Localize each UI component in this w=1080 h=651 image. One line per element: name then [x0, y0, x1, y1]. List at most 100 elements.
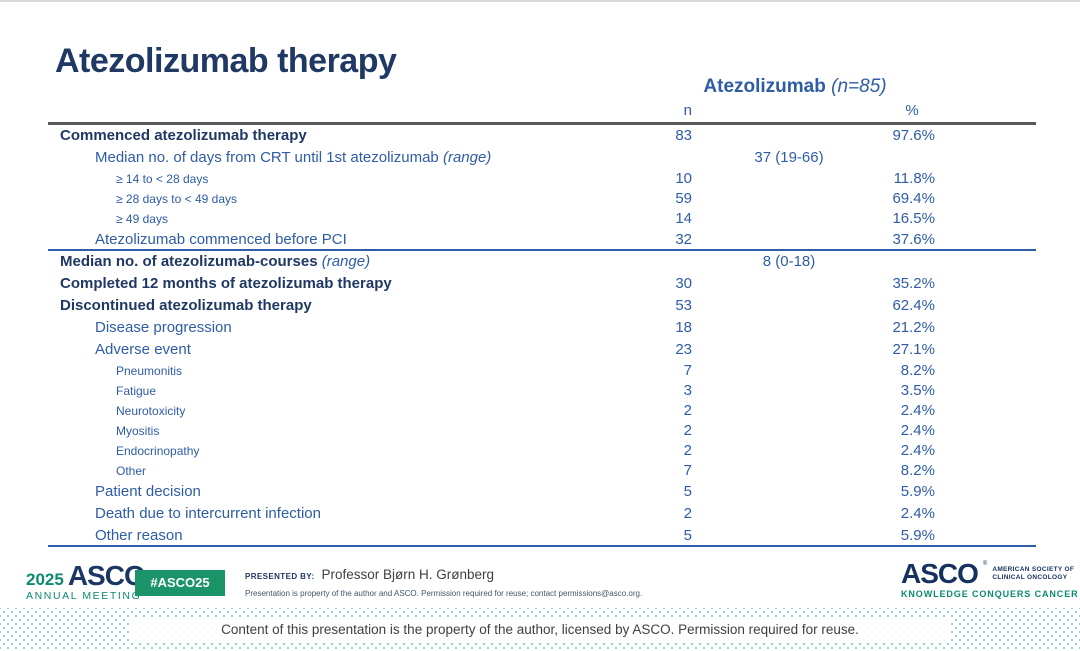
registered-mark-right: ® [982, 561, 988, 567]
asco-side-line1: AMERICAN SOCIETY OF [992, 566, 1075, 573]
table-row: Median no. of days from CRT until 1st at… [48, 147, 1036, 169]
row-percent-value: 2.4% [900, 442, 935, 459]
row-label: ≥ 28 days to < 49 days [116, 192, 237, 206]
row-label: Median no. of atezolizumab-courses [60, 253, 318, 270]
row-label-note: (range) [317, 253, 371, 270]
asco-wordmark: ASCO [67, 560, 146, 591]
table-row: Neurotoxicity 2 2.4% [48, 401, 1036, 421]
table-row: Fatigue 3 3.5% [48, 381, 1036, 401]
row-n-value: 83 [675, 127, 692, 144]
row-label: Endocrinopathy [116, 444, 200, 458]
row-percent-value: 2.4% [900, 402, 935, 419]
row-n-value: 14 [675, 210, 692, 227]
presenter-name: Professor Bjørn H. Grønberg [321, 567, 495, 582]
table-group-header: Atezolizumab (n=85) [598, 76, 992, 98]
row-n-value: 59 [675, 190, 692, 207]
column-header-n: n [683, 102, 692, 119]
table-row: Commenced atezolizumab therapy 83 97.6% [48, 125, 1036, 147]
row-label: Other [116, 464, 147, 478]
page-title: Atezolizumab therapy [55, 42, 397, 80]
row-percent-value: 16.5% [892, 210, 935, 227]
table-row: Patient decision 5 5.9% [48, 481, 1036, 503]
row-label: Adverse event [95, 341, 191, 358]
row-median-value: 37 (19-66) [754, 149, 824, 166]
row-label: Disease progression [95, 319, 232, 336]
table-row: Endocrinopathy 2 2.4% [48, 441, 1036, 461]
row-percent-value: 69.4% [892, 190, 935, 207]
row-label: Median no. of days from CRT until 1st at… [95, 149, 439, 166]
dotted-band: Content of this presentation is the prop… [0, 608, 1080, 651]
row-percent-value: 2.4% [900, 505, 935, 522]
hashtag-badge: #ASCO25 [135, 570, 225, 596]
header-rule [48, 122, 1036, 125]
row-n-value: 2 [683, 505, 692, 522]
reuse-notice: Content of this presentation is the prop… [130, 617, 950, 642]
row-percent-value: 11.8% [893, 170, 935, 187]
table-row: Death due to intercurrent infection 2 2.… [48, 503, 1036, 525]
row-n-value: 53 [675, 297, 692, 314]
row-label: ≥ 49 days [116, 212, 168, 226]
row-percent-value: 5.9% [900, 527, 935, 544]
row-label: Completed 12 months of atezolizumab ther… [60, 275, 392, 292]
table-row: Discontinued atezolizumab therapy 53 62.… [48, 295, 1036, 317]
row-label: Other reason [95, 527, 183, 544]
row-percent-value: 8.2% [900, 362, 935, 379]
row-label: ≥ 14 to < 28 days [116, 172, 209, 186]
table-row: ≥ 14 to < 28 days 10 11.8% [48, 169, 1036, 189]
asco-side-line2: CLINICAL ONCOLOGY [992, 574, 1068, 581]
row-percent-value: 97.6% [892, 127, 935, 144]
meeting-year: 2025 [26, 570, 64, 589]
row-label-note: (range) [438, 149, 492, 166]
row-n-value: 32 [675, 231, 692, 248]
row-n-value: 2 [683, 422, 692, 439]
row-n-value: 30 [675, 275, 692, 292]
table-row: Other reason 5 5.9% [48, 525, 1036, 547]
table-row: ≥ 49 days 14 16.5% [48, 209, 1036, 229]
row-n-value: 7 [683, 362, 692, 379]
row-percent-value: 35.2% [892, 275, 935, 292]
row-n-value: 3 [683, 382, 692, 399]
row-label: Myositis [116, 424, 160, 438]
row-percent-value: 2.4% [900, 422, 935, 439]
table-row: Disease progression 18 21.2% [48, 317, 1036, 339]
row-n-value: 5 [683, 483, 692, 500]
table-row: ≥ 28 days to < 49 days 59 69.4% [48, 189, 1036, 209]
table-rows: Commenced atezolizumab therapy 83 97.6% … [48, 125, 1036, 547]
table-row: Myositis 2 2.4% [48, 421, 1036, 441]
asco-wordmark-right: ASCO [901, 558, 979, 589]
table-row: Median no. of atezolizumab-courses (rang… [48, 251, 1036, 273]
row-median-value: 8 (0-18) [762, 253, 816, 270]
table-row: Other 7 8.2% [48, 461, 1036, 481]
row-n-value: 18 [675, 319, 692, 336]
asco-annual-meeting-logo: 2025 ASCO ® ANNUAL MEETING [26, 560, 150, 603]
row-percent-value: 3.5% [900, 382, 935, 399]
footer-disclaimer: Presentation is property of the author a… [245, 589, 643, 598]
table-row: Pneumonitis 7 8.2% [48, 361, 1036, 381]
row-n-value: 10 [675, 170, 692, 187]
row-percent-value: 21.2% [892, 319, 935, 336]
presented-by-label: PRESENTED BY: [245, 572, 315, 581]
row-label: Commenced atezolizumab therapy [60, 127, 307, 144]
row-percent-value: 62.4% [892, 297, 935, 314]
window-top-border [0, 0, 1080, 2]
group-header-name: Atezolizumab [703, 76, 826, 97]
table-row: Adverse event 23 27.1% [48, 339, 1036, 361]
row-label: Fatigue [116, 384, 157, 398]
group-header-n-count: (n=85) [831, 76, 887, 97]
row-n-value: 7 [683, 462, 692, 479]
table-row: Atezolizumab commenced before PCI 32 37.… [48, 229, 1036, 251]
asco-tagline: KNOWLEDGE CONQUERS CANCER [901, 589, 1079, 599]
row-n-value: 23 [675, 341, 692, 358]
table-row: Completed 12 months of atezolizumab ther… [48, 273, 1036, 295]
row-percent-value: 37.6% [892, 231, 935, 248]
row-label: Atezolizumab commenced before PCI [95, 231, 347, 248]
row-n-value: 5 [683, 527, 692, 544]
row-percent-value: 8.2% [900, 462, 935, 479]
column-header-percent: % [905, 102, 919, 119]
row-percent-value: 27.1% [892, 341, 935, 358]
asco-society-logo: ASCO ® AMERICAN SOCIETY OF CLINICAL ONCO… [901, 558, 1079, 600]
annual-meeting-label: ANNUAL MEETING [26, 590, 142, 602]
presented-by-block: PRESENTED BY: Professor Bjørn H. Grønber… [245, 567, 642, 598]
row-label: Neurotoxicity [116, 404, 186, 418]
